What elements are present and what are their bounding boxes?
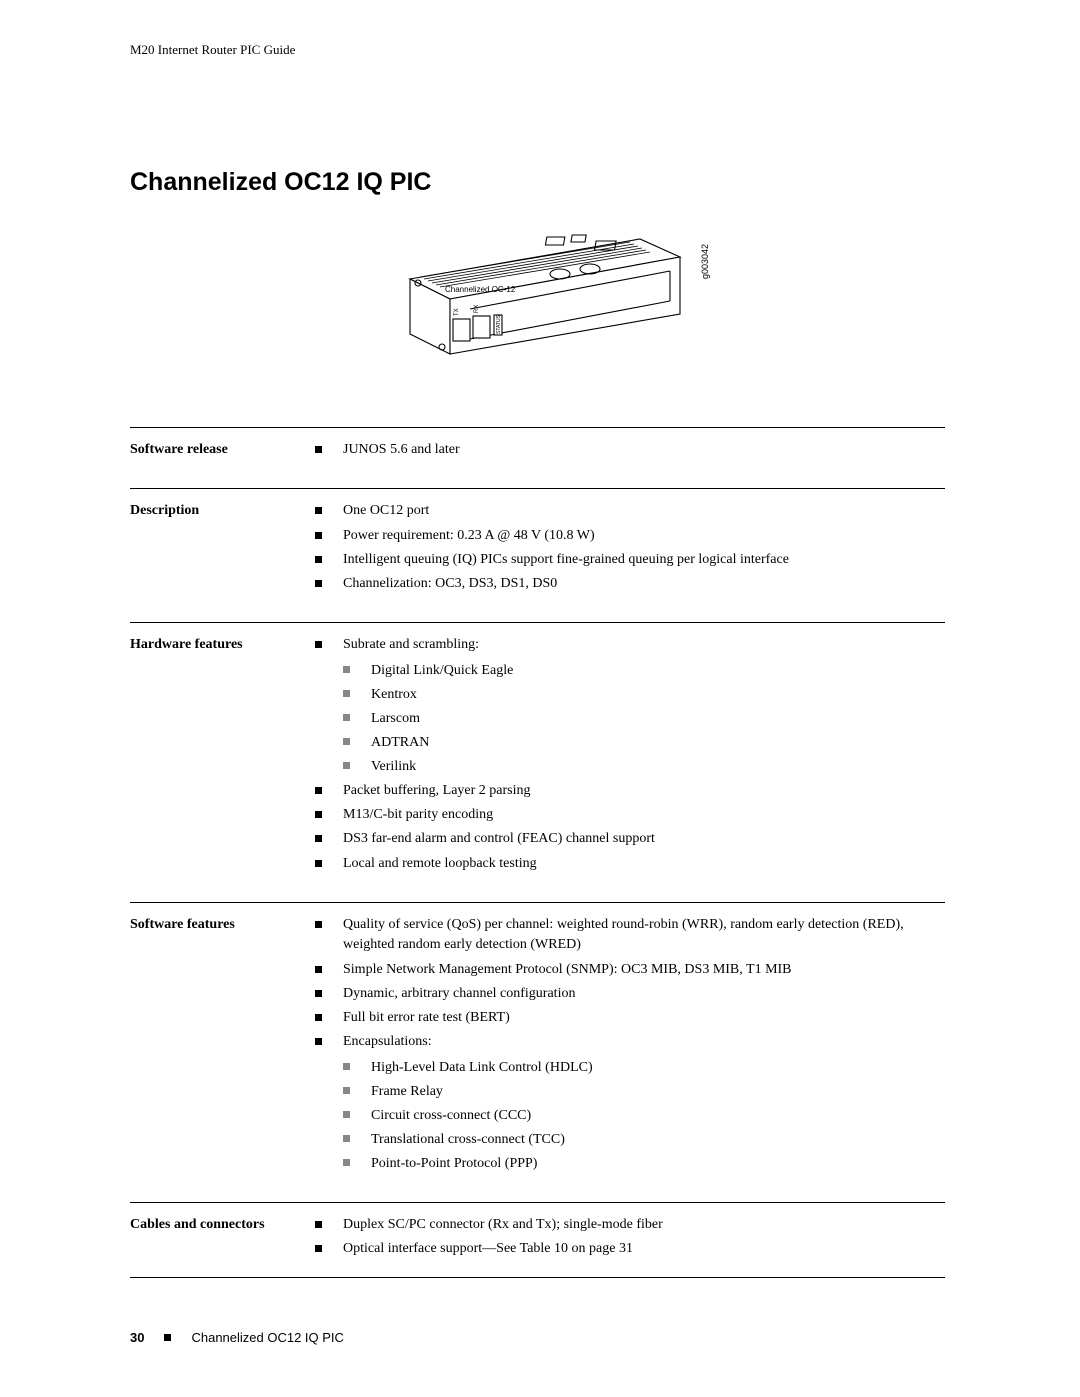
port-status-label: STATUS <box>496 314 502 334</box>
list-item: One OC12 port <box>315 501 945 521</box>
list-item: Channelization: OC3, DS3, DS1, DS0 <box>315 574 945 594</box>
list-item: Local and remote loopback testing <box>315 854 945 874</box>
list-item: DS3 far-end alarm and control (FEAC) cha… <box>315 829 945 849</box>
list-item: Intelligent queuing (IQ) PICs support fi… <box>315 550 945 570</box>
running-head: M20 Internet Router PIC Guide <box>130 42 990 58</box>
list-item: Dynamic, arbitrary channel configuration <box>315 984 945 1004</box>
row-hardware-features: Hardware features Subrate and scrambling… <box>130 622 945 901</box>
list-item: ADTRAN <box>343 732 945 753</box>
list-item: Full bit error rate test (BERT) <box>315 1008 945 1028</box>
list-item: Simple Network Management Protocol (SNMP… <box>315 960 945 980</box>
list-item: Packet buffering, Layer 2 parsing <box>315 781 945 801</box>
list-item: Verilink <box>343 756 945 777</box>
list-item: M13/C-bit parity encoding <box>315 805 945 825</box>
list-item-text: Subrate and scrambling: <box>343 637 479 652</box>
footer-text: Channelized OC12 IQ PIC <box>191 1330 343 1345</box>
list-item: Digital Link/Quick Eagle <box>343 660 945 681</box>
label-software-release: Software release <box>130 440 315 464</box>
footer-bullet-icon <box>164 1334 171 1341</box>
list-item: Quality of service (QoS) per channel: we… <box>315 915 945 956</box>
label-software-features: Software features <box>130 915 315 1178</box>
spec-table: Software release JUNOS 5.6 and later Des… <box>130 427 945 1278</box>
list-item: Larscom <box>343 708 945 729</box>
list-item: Frame Relay <box>343 1081 945 1102</box>
page-number: 30 <box>130 1330 144 1345</box>
row-description: Description One OC12 port Power requirem… <box>130 488 945 622</box>
figure-label: Channelized OC-12 <box>445 285 516 294</box>
list-item: Encapsulations: High-Level Data Link Con… <box>315 1032 945 1173</box>
row-software-features: Software features Quality of service (Qo… <box>130 902 945 1202</box>
list-item-text: Encapsulations: <box>343 1034 432 1049</box>
row-cables: Cables and connectors Duplex SC/PC conne… <box>130 1202 945 1279</box>
page-footer: 30 Channelized OC12 IQ PIC <box>130 1330 344 1345</box>
label-description: Description <box>130 501 315 598</box>
list-item: Subrate and scrambling: Digital Link/Qui… <box>315 635 945 776</box>
port-rx-label: RX <box>474 305 480 313</box>
list-item: Optical interface support—See Table 10 o… <box>315 1239 945 1259</box>
page-title: Channelized OC12 IQ PIC <box>130 168 990 197</box>
row-software-release: Software release JUNOS 5.6 and later <box>130 427 945 488</box>
list-item: Translational cross-connect (TCC) <box>343 1129 945 1150</box>
label-hardware-features: Hardware features <box>130 635 315 877</box>
list-item: Duplex SC/PC connector (Rx and Tx); sing… <box>315 1215 945 1235</box>
list-item: Circuit cross-connect (CCC) <box>343 1105 945 1126</box>
list-item: High-Level Data Link Control (HDLC) <box>343 1057 945 1078</box>
list-item: Point-to-Point Protocol (PPP) <box>343 1153 945 1174</box>
figure-code: g003042 <box>700 244 710 279</box>
list-item: Kentrox <box>343 684 945 705</box>
product-figure: Channelized OC-12 TX RX STATUS g003042 <box>130 219 990 379</box>
list-item: JUNOS 5.6 and later <box>315 440 945 460</box>
port-tx-label: TX <box>454 308 460 316</box>
label-cables: Cables and connectors <box>130 1215 315 1264</box>
list-item: Power requirement: 0.23 A @ 48 V (10.8 W… <box>315 526 945 546</box>
